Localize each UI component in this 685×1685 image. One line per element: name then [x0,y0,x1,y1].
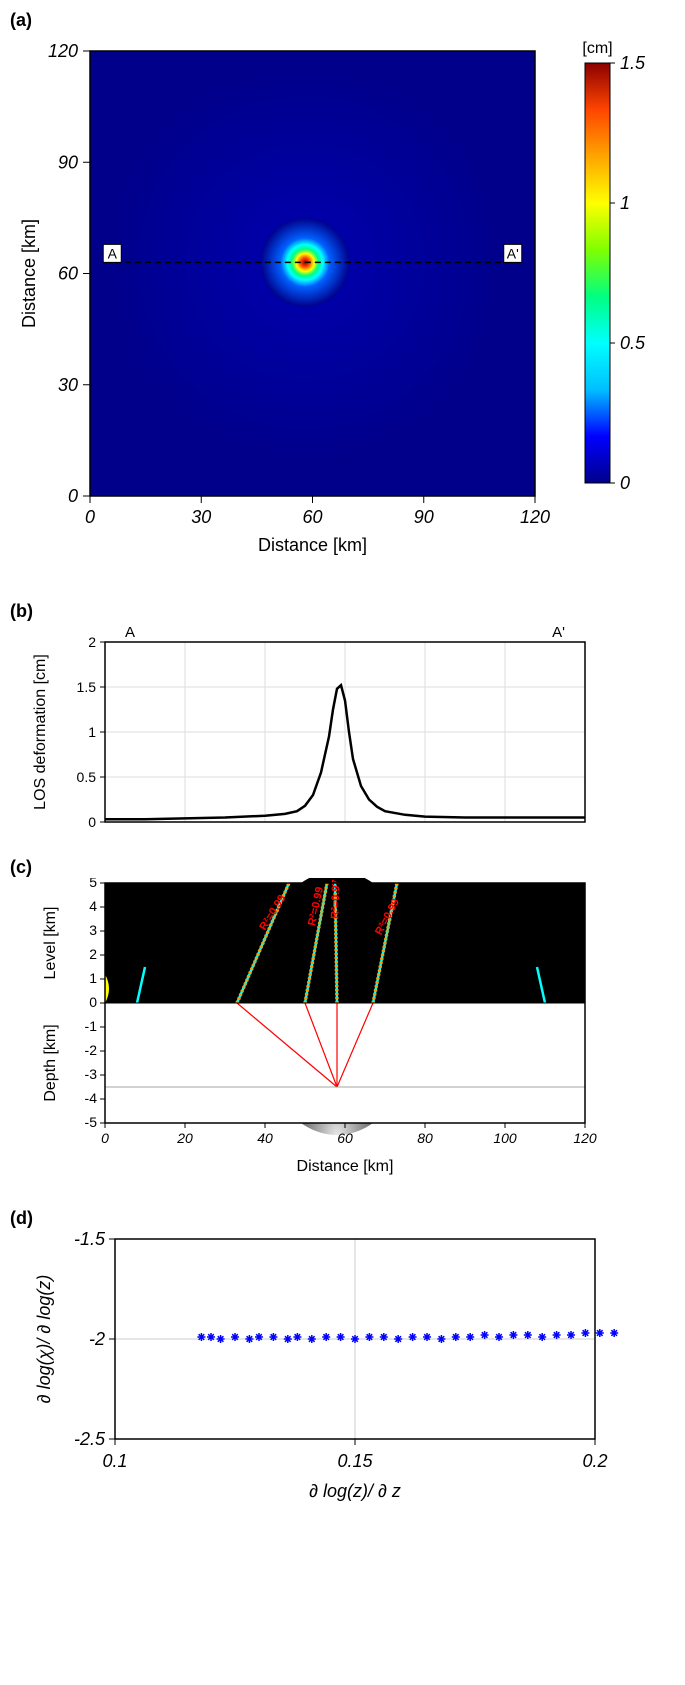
svg-text:0: 0 [620,473,630,493]
svg-text:Distance [km]: Distance [km] [258,535,367,555]
panel-b-chart: 0 0.5 1 1.5 2 LOS deformation [cm] A A' [10,622,675,847]
svg-text:2: 2 [89,946,97,962]
svg-text:90: 90 [414,507,434,527]
panel-c: (c) R²=0.99R²=0.99R²=0.97R²=0.99012345-5… [10,857,685,1198]
svg-text:Depth [km]: Depth [km] [42,1024,59,1101]
svg-text:60: 60 [302,507,322,527]
svg-text:LOS deformation [cm]: LOS deformation [cm] [32,654,49,810]
svg-text:0.1: 0.1 [102,1451,127,1471]
svg-text:4: 4 [89,898,97,914]
panel-b-label: (b) [10,601,33,621]
svg-text:1: 1 [89,970,97,986]
svg-text:A': A' [507,245,519,261]
svg-text:1.5: 1.5 [620,53,646,73]
svg-text:R²=0.97: R²=0.97 [329,879,342,919]
svg-text:80: 80 [417,1130,433,1146]
svg-text:120: 120 [573,1130,597,1146]
svg-text:A: A [108,245,118,261]
svg-text:90: 90 [58,152,78,172]
svg-text:A': A' [552,624,565,641]
svg-text:0: 0 [85,507,95,527]
panel-d-chart: 0.1 0.15 0.2 -2.5 -2 -1.5 ∂ log(z)/ ∂ z ∂ log(χ… [10,1229,675,1509]
svg-text:0.5: 0.5 [620,333,646,353]
svg-text:0: 0 [68,486,78,506]
svg-text:0.2: 0.2 [582,1451,607,1471]
svg-text:[cm]: [cm] [582,40,612,57]
panel-d: (d) 0.1 0.15 0.2 -2.5 -2 -1.5 ∂ log(z)/ ∂ z ∂ l… [10,1208,685,1509]
svg-text:Level [km]: Level [km] [42,907,59,980]
svg-text:0: 0 [101,1130,109,1146]
panel-a-label: (a) [10,10,32,30]
panel-a: (a) A A' 0 30 60 90 120 0 30 60 90 120 Distance [km]… [10,10,685,591]
svg-text:-4: -4 [85,1090,98,1106]
svg-text:5: 5 [89,878,97,890]
svg-text:120: 120 [520,507,550,527]
panel-d-label: (d) [10,1208,33,1228]
svg-text:-2: -2 [85,1042,98,1058]
panel-b: (b) 0 0.5 1 1.5 2 LOS deformation [cm] A A' [10,601,685,847]
svg-text:-5: -5 [85,1114,98,1130]
panel-a-chart: A A' 0 30 60 90 120 0 30 60 90 120 Distance [km] Dist… [10,31,675,591]
svg-text:-3: -3 [85,1066,98,1082]
svg-text:-1: -1 [85,1018,98,1034]
svg-text:30: 30 [58,375,78,395]
svg-text:60: 60 [337,1130,353,1146]
panel-c-chart: R²=0.99R²=0.99R²=0.97R²=0.99012345-5-4-3… [10,878,675,1198]
svg-text:0: 0 [89,994,97,1010]
svg-text:3: 3 [89,922,97,938]
svg-text:0.15: 0.15 [337,1451,373,1471]
svg-text:60: 60 [58,264,78,284]
svg-text:-2.5: -2.5 [74,1429,106,1449]
svg-text:-1.5: -1.5 [74,1229,106,1249]
svg-text:∂ log(χ)/ ∂ log(z): ∂ log(χ)/ ∂ log(z) [34,1275,54,1404]
svg-text:1: 1 [620,193,630,213]
svg-text:A: A [125,624,135,641]
svg-text:1: 1 [88,724,96,740]
svg-text:0: 0 [88,814,96,830]
svg-text:1.5: 1.5 [77,679,97,695]
svg-text:2: 2 [88,634,96,650]
svg-text:20: 20 [176,1130,193,1146]
svg-text:Distance [km]: Distance [km] [297,1158,394,1175]
svg-text:100: 100 [493,1130,517,1146]
panel-c-label: (c) [10,857,32,877]
svg-text:0.5: 0.5 [77,769,97,785]
svg-text:30: 30 [191,507,211,527]
svg-text:120: 120 [48,41,78,61]
svg-text:Distance [km]: Distance [km] [19,219,39,328]
svg-text:∂ log(z)/ ∂ z: ∂ log(z)/ ∂ z [309,1481,401,1501]
svg-text:-2: -2 [89,1329,105,1349]
svg-text:40: 40 [257,1130,273,1146]
